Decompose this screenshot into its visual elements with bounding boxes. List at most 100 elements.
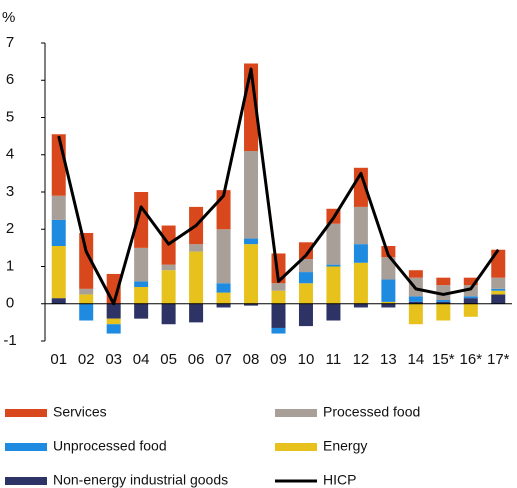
legend-swatch [5,409,47,417]
bar-segment [326,266,341,304]
bar-segment [298,272,313,284]
bar-segment [51,246,66,299]
bar-segment [244,303,259,306]
bar-segment [408,301,423,304]
legend-swatch [275,443,317,451]
bar-segment [271,290,286,304]
bar-segment [381,279,396,302]
bar-segment [106,303,121,319]
bar-segment [408,270,423,278]
x-tick-label: 10 [298,351,315,368]
bar-segment [106,318,121,325]
bar-segment [491,294,506,304]
bar-segment [491,288,506,291]
bar-segment [51,134,66,196]
bar-segment [381,257,396,280]
bar-segment [491,277,506,289]
bar-segment [353,303,368,308]
bar-segment [436,285,451,301]
bar-segment [271,327,286,334]
legend-label: Non-energy industrial goods [53,472,228,488]
bar-segment [134,247,149,282]
x-tick-label: 15* [432,351,455,368]
x-tick-label: 07 [215,351,232,368]
bar-segment [79,232,94,289]
bar-segment [408,296,423,302]
bar-segment [436,277,451,286]
legend-swatch [5,477,47,485]
bar-segment [134,286,149,304]
bar-segment [271,283,286,291]
bar-segment [134,192,149,248]
x-tick-label: 04 [133,351,150,368]
x-tick-label: 11 [326,351,342,368]
y-tick-label: 0 [6,295,14,312]
x-tick-label: 14 [408,351,425,368]
bar-segment [134,281,149,287]
bar-segment [463,298,478,304]
y-tick-label: 1 [6,257,14,274]
x-tick-label: 13 [380,351,397,368]
bar-segment [161,303,176,325]
bar-segment [463,277,478,286]
bar-segment [216,303,231,308]
y-tick-label: -1 [3,332,16,349]
bar-segment [298,242,313,260]
legend-label: Energy [323,438,367,454]
bar-segment [298,259,313,273]
y-tick-label: 4 [6,146,14,163]
x-tick-label: 05 [160,351,177,368]
bar-segment [353,206,368,245]
bar-segment [463,303,478,317]
bar-segment [408,303,423,325]
bar-segment [244,238,259,245]
bar-segment [381,301,396,304]
bar-segment [436,301,451,304]
bar-segment [381,303,396,308]
bar-segment [326,303,341,321]
y-tick-label: 2 [6,220,14,237]
bar-segment [189,303,204,323]
bar-segment [436,303,451,321]
bar-segment [106,324,121,334]
bar-segment [216,283,231,293]
bar-segment [51,298,66,304]
x-tick-label: 02 [78,351,95,368]
y-tick-label: 7 [6,34,14,51]
x-tick-label: 16* [460,351,483,368]
bar-segment [271,303,286,328]
bar-segment [189,251,204,304]
bar-segment [326,223,341,265]
bar-segment [216,229,231,284]
bar-segment [491,290,506,295]
x-tick-label: 06 [188,351,205,368]
legend-label: Services [53,404,107,420]
y-tick-label: 6 [6,71,14,88]
x-tick-label: 12 [353,351,370,368]
x-tick-label: 17* [487,351,510,368]
legend-swatch [275,409,317,417]
bar-segment [491,249,506,278]
bar-segment [134,303,149,319]
bar-segment [79,288,94,295]
bar-segment [298,303,313,327]
legend-swatch [5,443,47,451]
bar-segment [79,294,94,304]
hicp-line [57,67,500,306]
bar-segment [463,285,478,297]
bar-segment [353,262,368,304]
bar-segment [189,244,204,252]
bar-segment [216,292,231,304]
bar-segment [161,264,176,271]
legend-label: HICP [323,472,356,488]
bar-segment [51,219,66,247]
y-tick-label: 5 [6,108,14,125]
x-tick-label: 01 [50,351,67,368]
x-tick-label: 08 [243,351,260,368]
y-tick-label: 3 [6,183,14,200]
bar-segment [463,296,478,299]
bar-segment [326,264,341,267]
bar-segment [244,244,259,304]
bar-segment [436,300,451,302]
